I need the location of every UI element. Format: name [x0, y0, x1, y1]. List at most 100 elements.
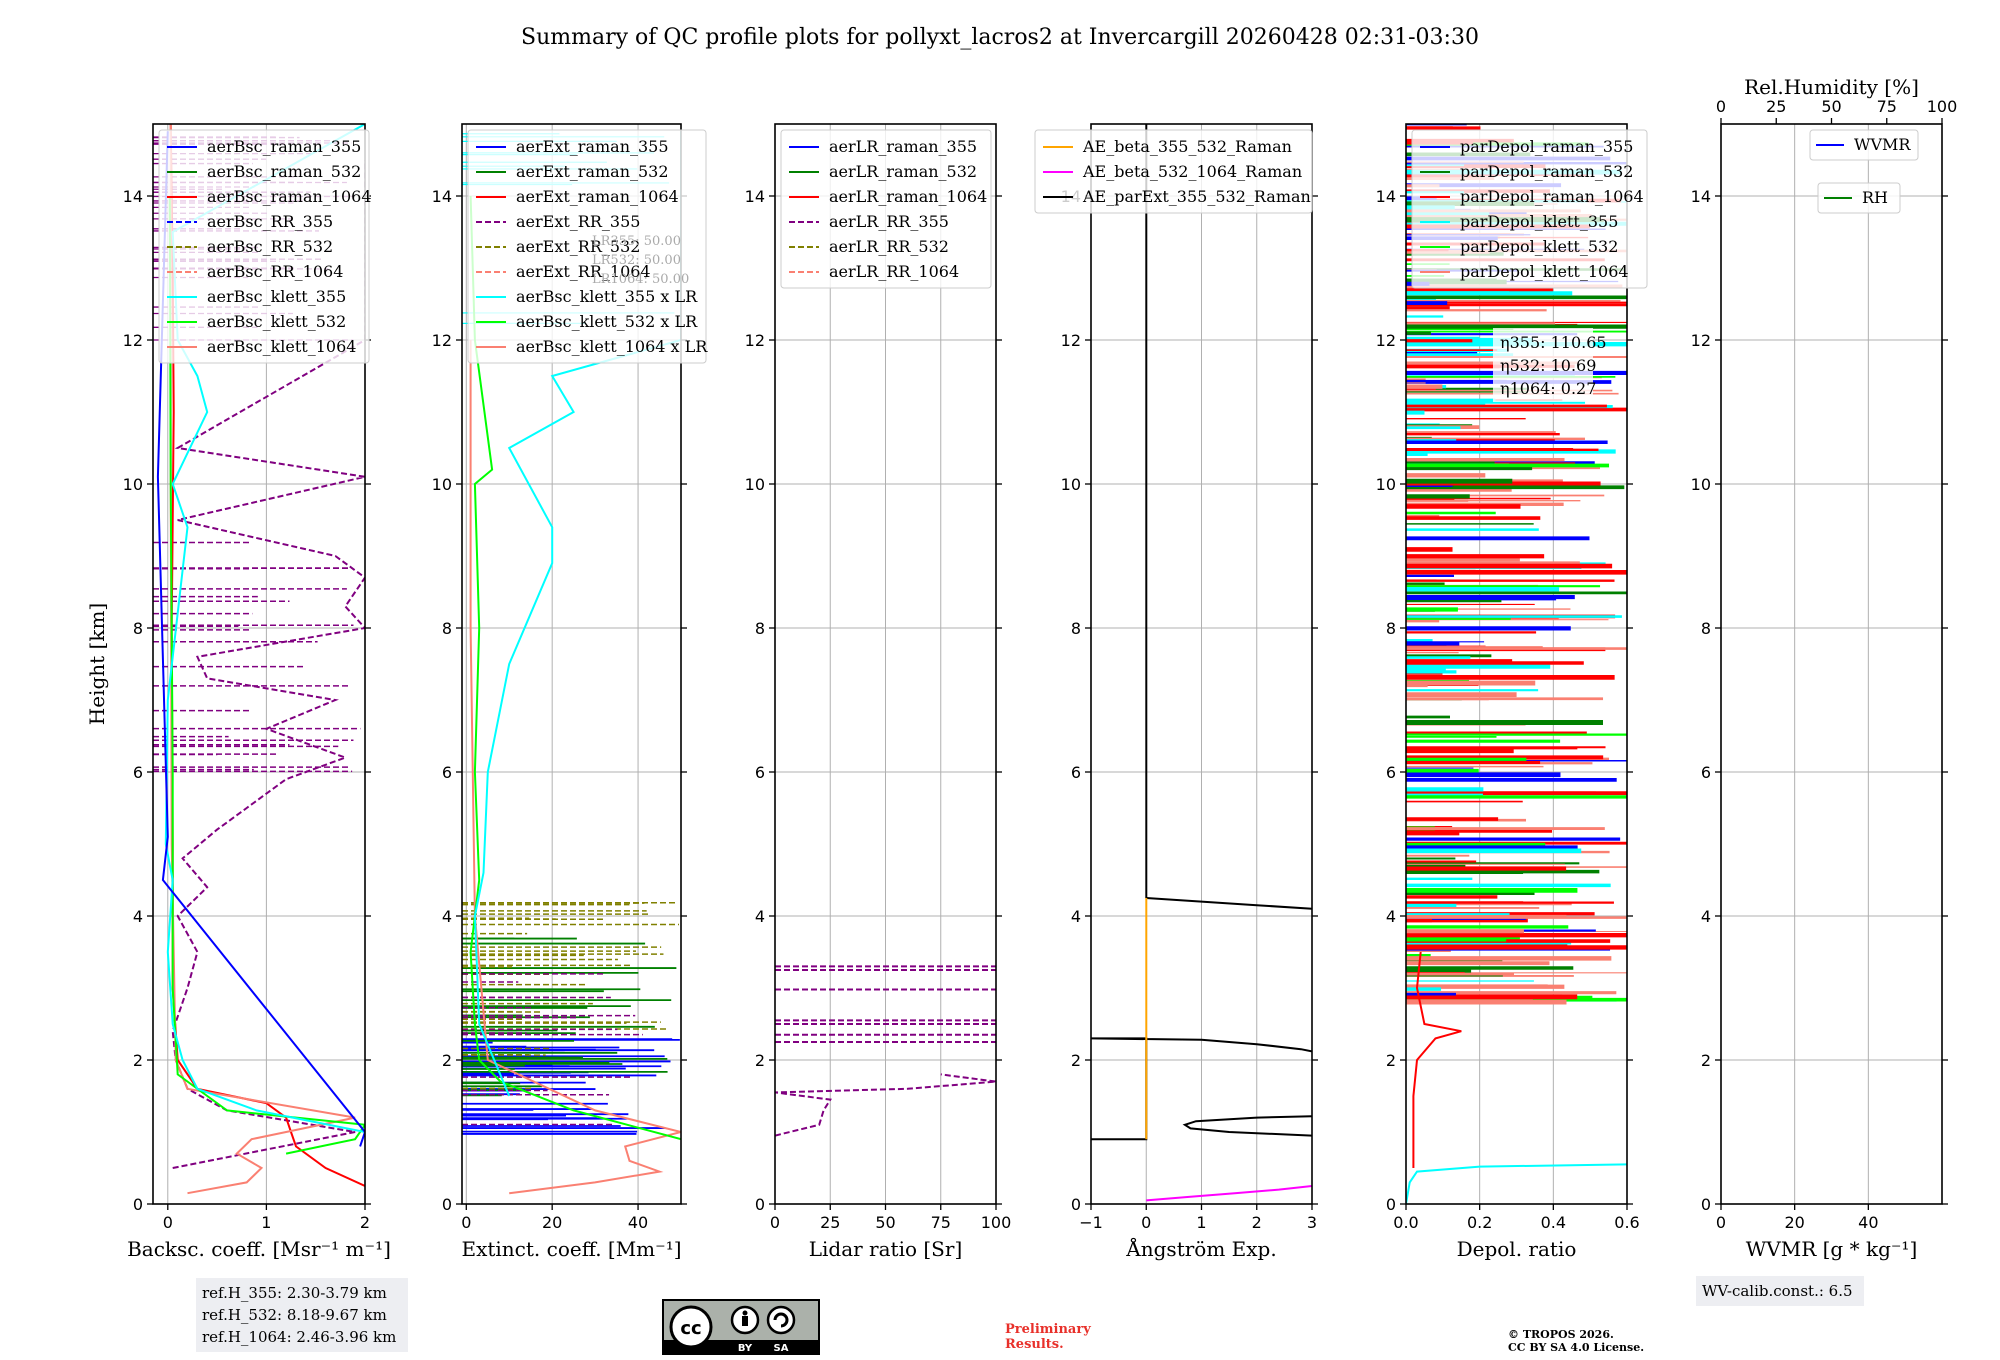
x-tick-label: 3 [1307, 1213, 1317, 1232]
eta-label: η532: 10.69 [1500, 356, 1596, 375]
panel-lr: 0 2 4 6 8 10 12 14 0 25 50 75 100 Lidar ratio [Sr] aer… [745, 123, 1011, 1261]
top-x-tick-label: 0 [1716, 97, 1726, 116]
x-tick-label: 0.4 [1541, 1213, 1566, 1232]
top-x-tick-label: 75 [1877, 97, 1897, 116]
legend-label: parDepol_raman_532 [1460, 162, 1633, 181]
y-tick-label: 6 [442, 763, 452, 782]
y-tick-label: 0 [755, 1195, 765, 1214]
series-line-aerLR_RR_355 [775, 1073, 996, 1137]
x-axis-label: Backsc. coeff. [Msr⁻¹ m⁻¹] [127, 1237, 391, 1261]
y-tick-label: 6 [755, 763, 765, 782]
x-axis-label: Extinct. coeff. [Mm⁻¹] [461, 1237, 681, 1261]
top-x-tick-label: 100 [1927, 97, 1958, 116]
legend-label: aerExt_RR_1064 [516, 262, 651, 281]
x-tick-label: 0 [461, 1213, 471, 1232]
eta-label: η355: 110.65 [1500, 333, 1607, 352]
y-tick-label: 0 [1071, 1195, 1081, 1214]
y-tick-label: 14 [432, 187, 452, 206]
svg-text:BY: BY [738, 1343, 753, 1354]
y-tick-label: 10 [745, 475, 765, 494]
svg-text:SA: SA [774, 1343, 789, 1354]
x-tick-label: 20 [1784, 1213, 1804, 1232]
y-tick-label: 14 [123, 187, 143, 206]
legend-label: aerBsc_klett_1064 [207, 337, 356, 356]
x-tick-label: 25 [820, 1213, 840, 1232]
y-tick-label: 4 [1071, 907, 1081, 926]
y-tick-label: 4 [1386, 907, 1396, 926]
y-tick-label: 8 [1701, 619, 1711, 638]
x-tick-label: 40 [1858, 1213, 1878, 1232]
y-tick-label: 6 [1701, 763, 1711, 782]
legend-label: aerBsc_RR_1064 [207, 262, 343, 281]
x-axis-label: Ångström Exp. [1125, 1236, 1276, 1261]
y-tick-label: 4 [442, 907, 452, 926]
x-tick-label: 2 [360, 1213, 370, 1232]
legend-label: parDepol_raman_1064 [1460, 187, 1644, 206]
y-tick-label: 0 [1386, 1195, 1396, 1214]
x-tick-label: 0 [1716, 1213, 1726, 1232]
copyright-line-2: CC BY SA 4.0 License. [1508, 1341, 1644, 1354]
legend-label: parDepol_klett_532 [1460, 237, 1618, 256]
x-axis-label: WVMR [g * kg⁻¹] [1746, 1237, 1918, 1261]
preliminary-line-1: Preliminary [1005, 1322, 1091, 1337]
legend-label: aerBsc_RR_355 [207, 212, 333, 231]
cc-icon [669, 1305, 713, 1349]
x-tick-label: 2 [1252, 1213, 1262, 1232]
x-axis-label: Depol. ratio [1457, 1237, 1577, 1261]
series-line-parDepol_raman_1064 [1412, 951, 1462, 1168]
y-tick-label: 4 [1701, 907, 1711, 926]
legend-box [1809, 129, 1919, 161]
lr-label: LR532: 50.00 [592, 253, 681, 268]
svg-text:cc: cc [680, 1318, 701, 1339]
legend-label: aerExt_raman_355 [516, 137, 669, 156]
preliminary-line-2: Results. [1005, 1337, 1064, 1352]
legend-label: AE_beta_355_532_Raman [1082, 137, 1292, 156]
legend-label: RH [1862, 188, 1888, 207]
x-tick-label: 40 [628, 1213, 648, 1232]
legend-label: aerBsc_klett_532 x LR [516, 312, 698, 331]
legend-box [1411, 129, 1648, 289]
y-axis-label: Height [km] [85, 603, 109, 725]
y-tick-label: 12 [1061, 331, 1081, 350]
text-box-line: WV-calib.const.: 6.5 [1702, 1282, 1853, 1300]
legend-label: aerBsc_raman_532 [207, 162, 361, 181]
legend-box [1034, 129, 1313, 214]
legend-label: AE_beta_532_1064_Raman [1082, 162, 1302, 181]
license-badge: cc BY SA [662, 1299, 820, 1355]
legend-label: aerBsc_RR_532 [207, 237, 333, 256]
y-tick-label: 6 [1071, 763, 1081, 782]
series-line-aerBsc_klett_1064 [169, 124, 356, 1195]
legend-label: aerBsc_klett_355 x LR [516, 287, 698, 306]
legend-box [780, 129, 992, 289]
text-box [196, 1278, 408, 1352]
text-box-line: ref.H_532: 8.18-9.67 km [202, 1306, 387, 1324]
plot-frame [152, 123, 366, 1205]
lr-label: LR355: 50.00 [592, 234, 681, 249]
y-tick-label: 4 [755, 907, 765, 926]
legend-label: aerBsc_klett_1064 x LR [516, 337, 708, 356]
x-tick-label: 0 [1141, 1213, 1151, 1232]
copyright-line-1: © TROPOS 2026. [1508, 1328, 1614, 1341]
text-box [1696, 1276, 1864, 1306]
y-tick-label: 12 [1376, 331, 1396, 350]
series-line-AE_beta_532_1064_Raman [1146, 1185, 1312, 1202]
legend-label: aerLR_RR_355 [829, 212, 949, 231]
plot-area-ext [462, 131, 681, 1195]
y-tick-label: 8 [133, 619, 143, 638]
text-box-line: ref.H_355: 2.30-3.79 km [202, 1284, 387, 1302]
y-tick-label: 12 [1691, 331, 1711, 350]
legend-box [158, 129, 370, 364]
y-tick-label: 2 [442, 1051, 452, 1070]
y-tick-label: 14 [1691, 187, 1711, 206]
x-tick-label: 20 [542, 1213, 562, 1232]
x-tick-label: 0.2 [1467, 1213, 1492, 1232]
series-line-aerBsc_raman_1064 [169, 124, 365, 1187]
y-tick-label: 0 [133, 1195, 143, 1214]
legend-box [467, 129, 707, 364]
x-tick-label: 50 [875, 1213, 895, 1232]
y-tick-label: 4 [133, 907, 143, 926]
y-tick-label: 12 [432, 331, 452, 350]
x-tick-label: 0.6 [1614, 1213, 1639, 1232]
legend-label: aerLR_raman_532 [829, 162, 977, 181]
